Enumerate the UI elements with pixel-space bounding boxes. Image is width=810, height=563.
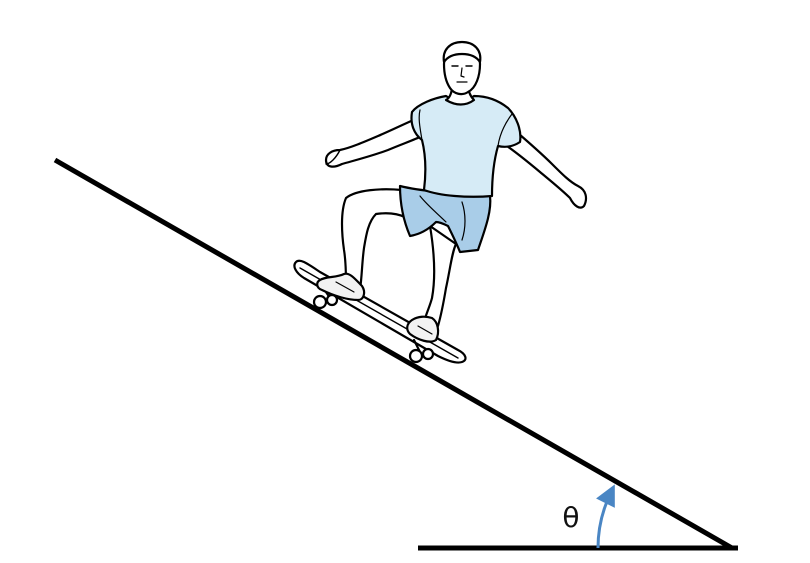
shirt (410, 94, 522, 198)
ramp-line (53, 157, 734, 551)
angle-label: θ (562, 501, 579, 534)
curved-arrow-icon (596, 484, 615, 549)
back-shoe (316, 272, 366, 302)
front-leg (422, 224, 458, 328)
left-arm (324, 116, 424, 168)
skateboarder (293, 40, 588, 364)
front-wheel (408, 348, 424, 364)
hair (442, 40, 482, 64)
rear-wheel (312, 294, 328, 310)
right-arm (502, 126, 588, 209)
